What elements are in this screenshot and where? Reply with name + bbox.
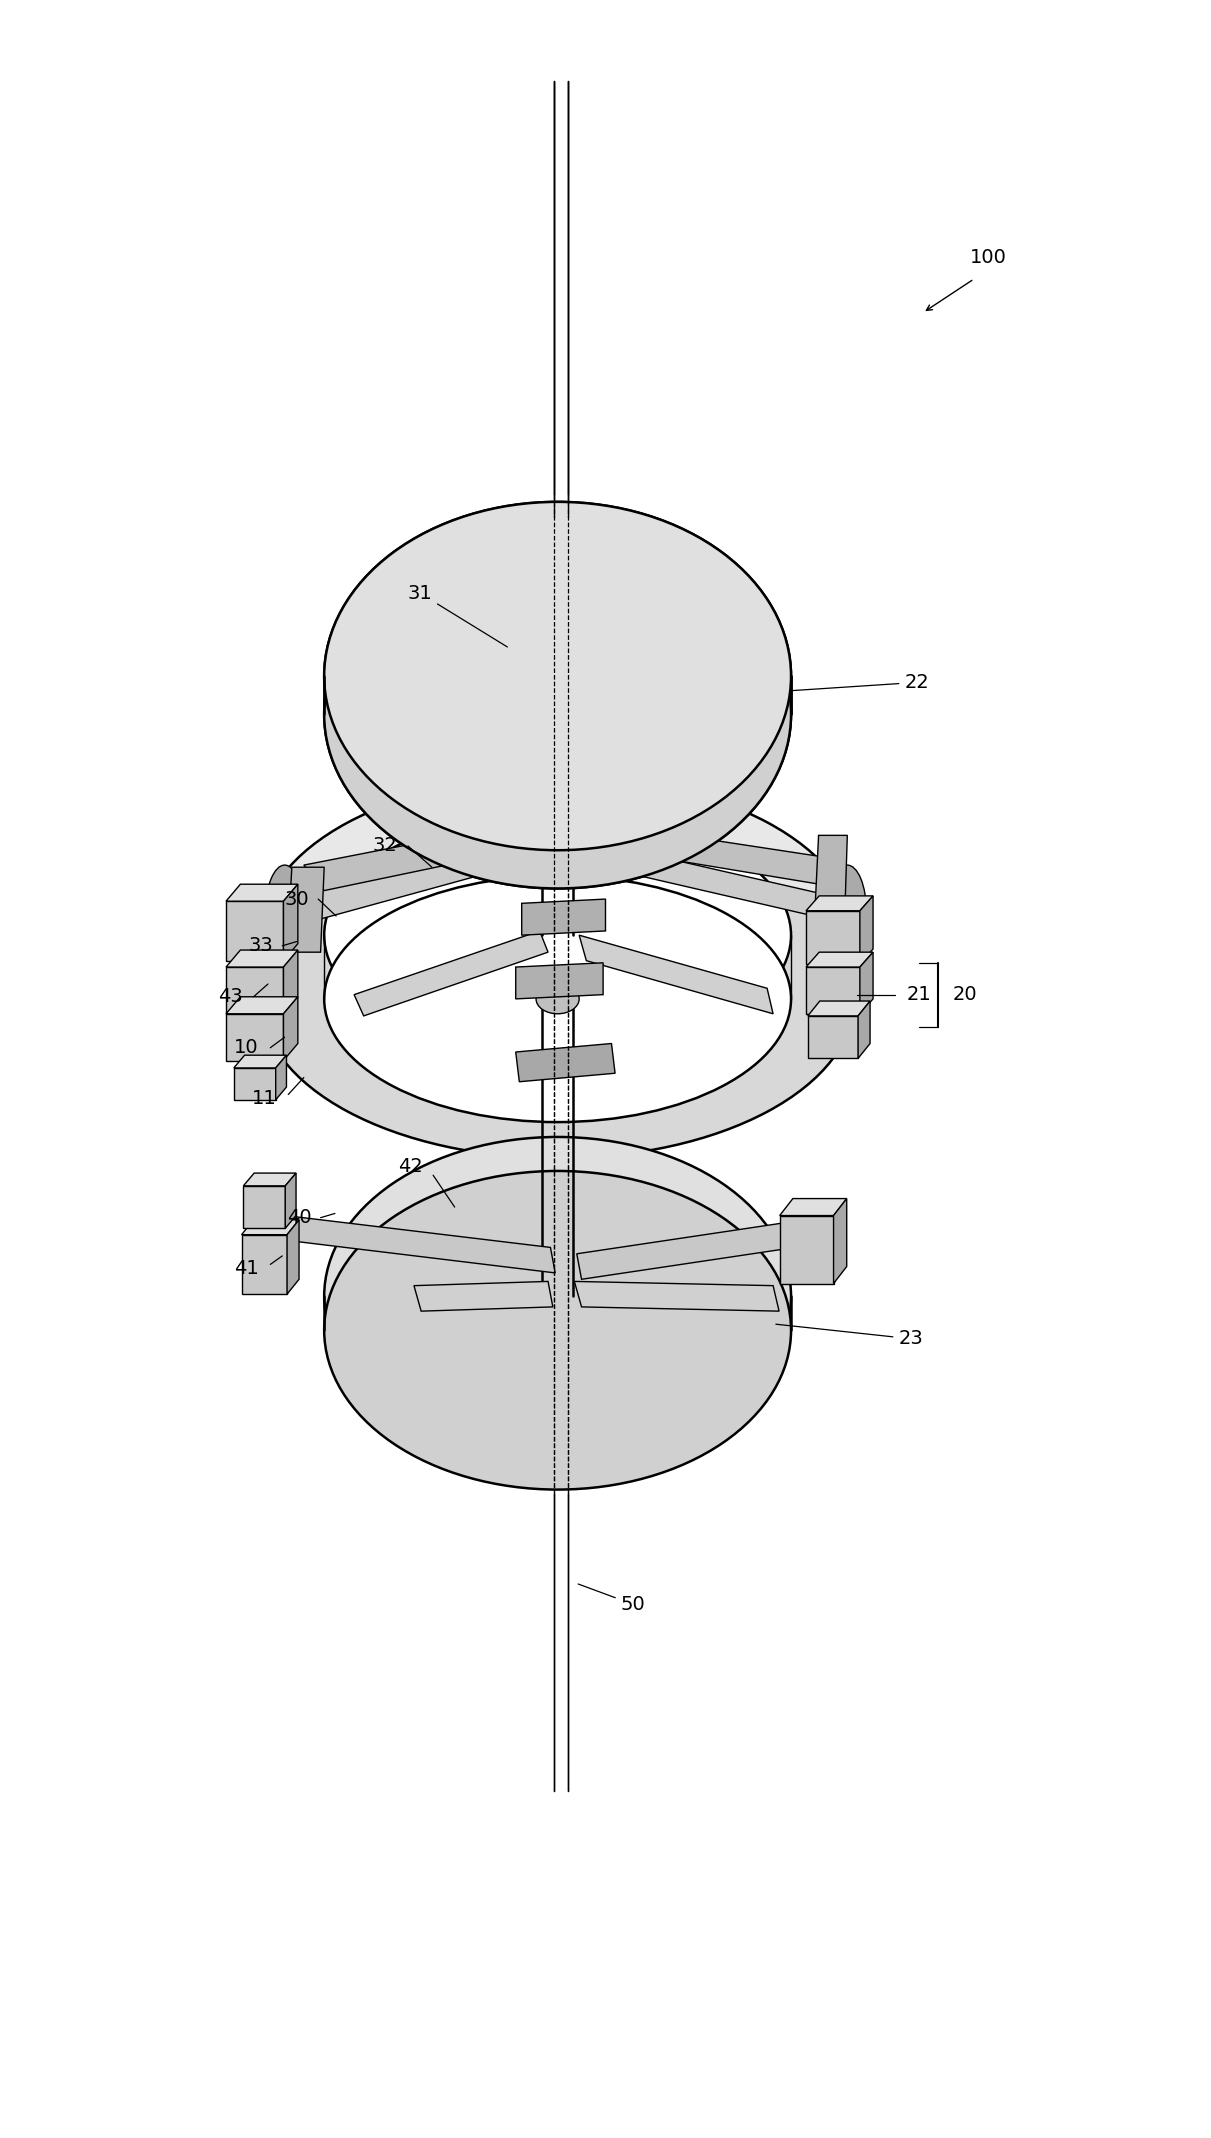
Polygon shape [234, 1056, 287, 1069]
Ellipse shape [325, 502, 791, 851]
Polygon shape [286, 1174, 295, 1229]
Polygon shape [859, 1001, 869, 1058]
Text: 50: 50 [578, 1584, 645, 1614]
Ellipse shape [265, 866, 304, 958]
Text: 23: 23 [776, 1323, 923, 1349]
Polygon shape [287, 868, 325, 951]
Polygon shape [807, 951, 873, 966]
Polygon shape [807, 966, 860, 1013]
Polygon shape [304, 819, 549, 892]
Text: 10: 10 [234, 1039, 259, 1058]
Polygon shape [226, 1013, 283, 1060]
Polygon shape [226, 949, 298, 966]
Polygon shape [522, 900, 606, 934]
Polygon shape [354, 930, 549, 1016]
Polygon shape [414, 1281, 553, 1311]
Polygon shape [780, 1217, 833, 1283]
Text: 42: 42 [398, 1157, 423, 1176]
Text: 21: 21 [907, 986, 931, 1005]
Ellipse shape [325, 877, 791, 1122]
Polygon shape [283, 885, 298, 960]
Polygon shape [574, 1281, 779, 1311]
Ellipse shape [828, 866, 866, 958]
Polygon shape [270, 832, 549, 924]
Polygon shape [860, 951, 873, 1013]
Ellipse shape [325, 1137, 791, 1456]
Ellipse shape [530, 806, 561, 883]
Polygon shape [860, 896, 873, 964]
Text: 41: 41 [234, 1259, 259, 1279]
Ellipse shape [325, 541, 791, 889]
Ellipse shape [258, 1193, 287, 1259]
Polygon shape [287, 1221, 299, 1293]
Ellipse shape [325, 1172, 791, 1490]
Polygon shape [569, 819, 845, 889]
Polygon shape [243, 1187, 286, 1229]
Polygon shape [833, 1199, 846, 1283]
Polygon shape [226, 996, 298, 1013]
Polygon shape [516, 1043, 615, 1082]
Polygon shape [808, 1001, 869, 1016]
Ellipse shape [260, 776, 855, 1095]
Ellipse shape [536, 983, 579, 1013]
Text: 22: 22 [791, 673, 929, 693]
Text: 33: 33 [248, 936, 274, 956]
Polygon shape [815, 836, 848, 909]
Polygon shape [579, 934, 773, 1013]
Text: 100: 100 [970, 248, 1008, 267]
Polygon shape [241, 1221, 299, 1234]
Polygon shape [243, 1174, 295, 1187]
Polygon shape [575, 838, 851, 924]
Polygon shape [226, 966, 283, 1013]
Polygon shape [807, 896, 873, 911]
Polygon shape [268, 1214, 555, 1272]
Text: 40: 40 [287, 1208, 311, 1227]
Polygon shape [808, 1016, 859, 1058]
Polygon shape [576, 1219, 823, 1279]
Ellipse shape [325, 502, 791, 851]
Text: 32: 32 [373, 836, 397, 855]
Text: 11: 11 [252, 1088, 276, 1107]
Polygon shape [241, 1234, 287, 1293]
Polygon shape [234, 1069, 276, 1099]
Polygon shape [780, 1199, 846, 1217]
Text: 31: 31 [408, 584, 507, 648]
Polygon shape [226, 885, 298, 902]
Ellipse shape [325, 812, 791, 1058]
Polygon shape [283, 949, 298, 1013]
Polygon shape [276, 1056, 287, 1099]
Polygon shape [807, 911, 860, 964]
Polygon shape [516, 962, 603, 998]
Text: 43: 43 [218, 988, 243, 1007]
Polygon shape [283, 996, 298, 1060]
Text: 30: 30 [285, 889, 309, 909]
Ellipse shape [260, 840, 855, 1159]
Polygon shape [226, 902, 283, 960]
Ellipse shape [325, 541, 791, 889]
Text: 20: 20 [952, 986, 977, 1005]
